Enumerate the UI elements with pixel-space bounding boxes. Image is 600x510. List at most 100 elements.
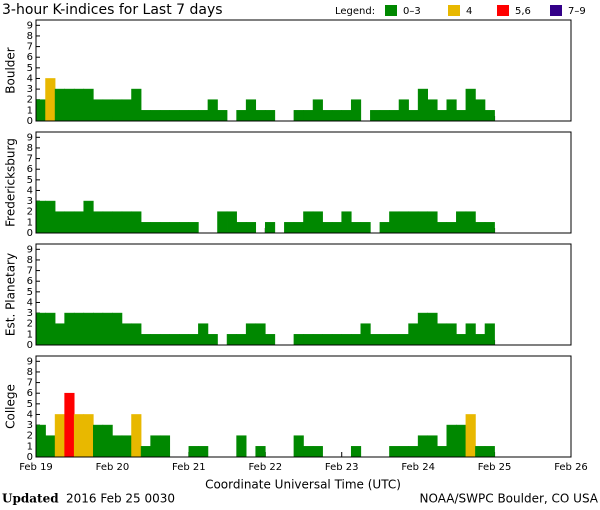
- bar: [465, 88, 476, 122]
- bar: [255, 446, 266, 458]
- bar: [379, 110, 390, 122]
- bar: [102, 424, 113, 458]
- y-tick-label: 9: [27, 244, 33, 255]
- bar: [121, 323, 132, 346]
- y-tick-label: 5: [27, 287, 33, 298]
- bar: [169, 334, 180, 346]
- bar: [456, 110, 467, 122]
- bar: [303, 110, 314, 122]
- bar: [226, 334, 237, 346]
- bar: [159, 222, 171, 234]
- bar: [236, 222, 247, 234]
- x-tick-label: Feb 23: [325, 462, 359, 473]
- bar: [207, 334, 218, 346]
- bar: [73, 88, 85, 122]
- bar: [293, 435, 304, 458]
- bar: [140, 110, 151, 122]
- bar: [427, 312, 438, 346]
- x-tick-label: Feb 24: [401, 462, 435, 473]
- bar: [64, 312, 75, 346]
- bar: [446, 99, 457, 122]
- bar: [54, 211, 65, 234]
- bar: [456, 211, 467, 234]
- y-tick-label: 3: [27, 420, 33, 431]
- panel-frame: [35, 243, 572, 346]
- bar: [150, 222, 161, 234]
- x-tick-label: Feb 19: [19, 462, 53, 473]
- y-tick-label: 4: [27, 409, 33, 420]
- bar: [112, 99, 123, 122]
- bar: [64, 392, 75, 458]
- bar: [217, 211, 228, 234]
- panel-frame: [35, 131, 572, 234]
- bar: [236, 334, 247, 346]
- y-tick-label: 4: [27, 185, 33, 196]
- bar: [169, 110, 180, 122]
- y-tick-label: 9: [27, 356, 33, 367]
- bar: [408, 446, 419, 458]
- bar: [484, 446, 495, 458]
- bar: [150, 334, 161, 346]
- bar: [389, 211, 400, 234]
- bar: [436, 446, 448, 458]
- bar: [131, 323, 142, 346]
- bar: [73, 414, 85, 458]
- y-tick-label: 8: [27, 255, 33, 266]
- bar: [389, 334, 400, 346]
- bar: [475, 334, 486, 346]
- bar: [112, 435, 123, 458]
- bar: [131, 414, 142, 458]
- y-tick-label: 4: [27, 297, 33, 308]
- bar: [264, 110, 276, 122]
- bar: [417, 88, 428, 122]
- legend-title: Legend:: [335, 6, 375, 17]
- bar: [465, 414, 476, 458]
- bar: [150, 110, 161, 122]
- bar: [73, 312, 85, 346]
- bar: [484, 110, 495, 122]
- y-tick-label: 7: [27, 42, 33, 53]
- bar: [408, 211, 419, 234]
- bar: [264, 222, 276, 234]
- y-tick-label: 1: [27, 217, 33, 228]
- bar: [331, 222, 343, 234]
- bar: [350, 446, 362, 458]
- y-tick-label: 1: [27, 329, 33, 340]
- bar: [169, 222, 180, 234]
- bar: [179, 222, 190, 234]
- y-tick-label: 3: [27, 196, 33, 207]
- bar: [322, 222, 333, 234]
- bar: [93, 211, 104, 234]
- y-tick-label: 8: [27, 367, 33, 378]
- legend-swatch: [385, 5, 397, 16]
- bar: [93, 424, 104, 458]
- bar: [179, 110, 190, 122]
- bar: [436, 222, 448, 234]
- bar: [35, 424, 46, 458]
- bar: [284, 222, 295, 234]
- bar: [312, 211, 323, 234]
- bar: [93, 312, 104, 346]
- bar: [417, 435, 428, 458]
- panel-label: Est. Planetary: [4, 253, 18, 336]
- bar: [484, 222, 495, 234]
- bar: [398, 211, 409, 234]
- bar: [303, 446, 314, 458]
- y-tick-label: 1: [27, 441, 33, 452]
- bar: [179, 334, 190, 346]
- bar: [264, 334, 276, 346]
- bar: [198, 446, 209, 458]
- bar: [465, 211, 476, 234]
- panel-label: College: [4, 384, 18, 429]
- bar: [398, 446, 409, 458]
- x-tick-label: Feb 20: [96, 462, 130, 473]
- panel-frame: [35, 19, 572, 122]
- bar: [102, 99, 113, 122]
- credit: NOAA/SWPC Boulder, CO USA: [420, 492, 599, 506]
- bar: [245, 222, 257, 234]
- bar: [312, 99, 323, 122]
- bar: [475, 446, 486, 458]
- bar: [159, 435, 171, 458]
- bar: [312, 446, 323, 458]
